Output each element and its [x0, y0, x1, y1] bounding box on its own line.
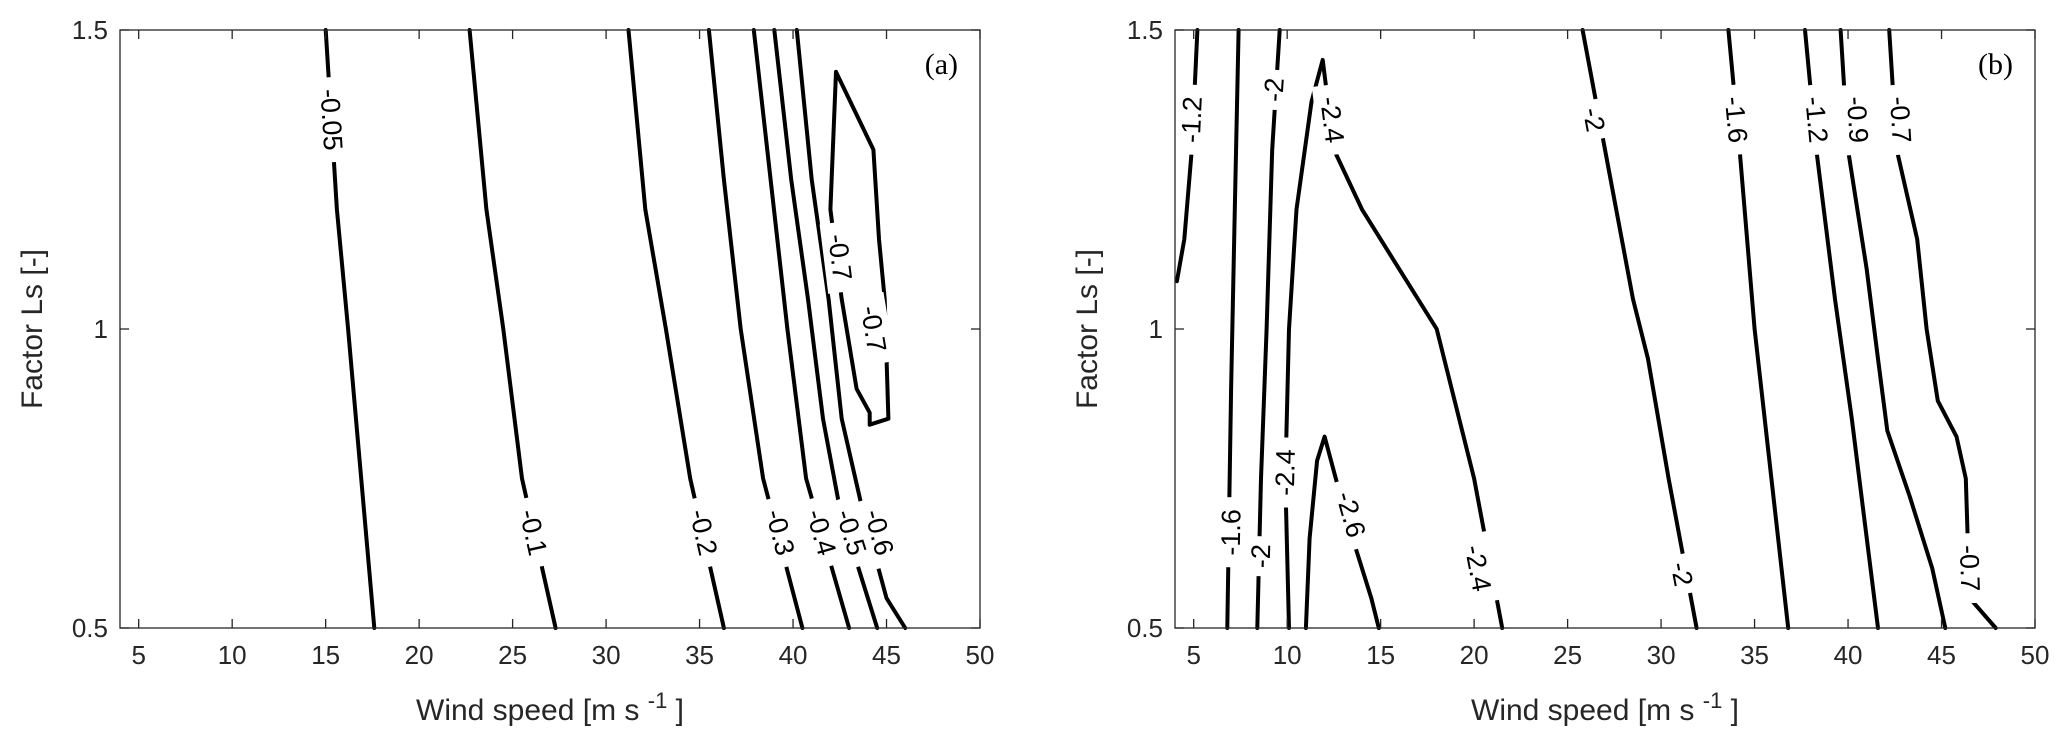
contour-label-a-1-0: -0.1 — [509, 494, 557, 570]
contour-label-b-2-1: -2 — [1244, 535, 1278, 577]
contour-label-b-1-0: -1.6 — [1214, 497, 1248, 568]
contour-label-text: -2 — [1246, 544, 1277, 569]
contour-label-b-5-1: -2 — [1662, 551, 1702, 597]
contour-label-b-9-1: -0.7 — [1952, 532, 1987, 604]
contour-label-b-5-0: -2 — [1574, 97, 1614, 143]
x-tick-label: 10 — [218, 640, 247, 670]
x-tick-label: 30 — [592, 640, 621, 670]
panel-a: -0.05-0.1 -0.2 -0.3 -0.4-0.5-0.6-0.7-0.75 10… — [16, 15, 994, 727]
contour-label-b-3-2: -2.4 — [1455, 530, 1501, 606]
x-tick-label: 50 — [2021, 640, 2050, 670]
contour-label-text: -2.6 — [1330, 488, 1371, 541]
x-axis-label: Wind speed [m s -1 ] — [1471, 688, 1739, 727]
contour-label-text: -0.7 — [822, 232, 858, 282]
x-tick-label: 35 — [685, 640, 714, 670]
x-tick-label: 10 — [1273, 640, 1302, 670]
x-tick-label: 5 — [1186, 640, 1200, 670]
contour-label-text: -1.2 — [1176, 96, 1208, 144]
contour-line-a-6 — [794, 28, 908, 630]
panel-label: (a) — [925, 48, 958, 81]
y-tick-label: 1 — [1149, 314, 1163, 344]
contour-label-text: -2 — [1258, 77, 1289, 103]
x-tick-label: 40 — [1834, 640, 1863, 670]
contour-label-b-6-0: -1.6 — [1716, 83, 1756, 157]
contour-line-b-0 — [1174, 28, 1200, 284]
contour-label-b-0-0: -1.2 — [1174, 83, 1210, 156]
contour-line-b-8 — [1838, 28, 1948, 630]
x-tick-label: 45 — [1927, 640, 1956, 670]
x-tick-label: 15 — [1366, 640, 1395, 670]
x-tick-label: 25 — [1553, 640, 1582, 670]
y-tick-label: 0.5 — [72, 613, 108, 643]
panel-label: (b) — [1978, 48, 2013, 81]
contour-label-b-3-1: -2.4 — [1311, 82, 1353, 157]
x-tick-label: 25 — [498, 640, 527, 670]
x-axis-label: Wind speed [m s -1 ] — [416, 688, 684, 727]
contour-label-text: -0.1 — [513, 506, 552, 558]
contour-label-b-2-0: -2 — [1256, 68, 1292, 111]
contour-label-text: -2 — [1577, 105, 1611, 134]
contour-label-a-7-1: -0.7 — [851, 291, 895, 367]
contour-label-b-8-0: -0.9 — [1839, 83, 1876, 156]
contour-label-a-2-0: -0.2 — [679, 494, 727, 570]
y-tick-label: 0.5 — [1127, 613, 1163, 643]
x-tick-label: 5 — [131, 640, 145, 670]
contour-label-b-7-0: -1.2 — [1797, 83, 1836, 157]
contour-label-text: -1.6 — [1216, 509, 1247, 556]
x-tick-label: 15 — [311, 640, 340, 670]
contour-label-text: -2 — [1665, 560, 1699, 589]
contour-label-b-3-0: -2.4 — [1268, 437, 1303, 508]
contour-label-text: -0.9 — [1841, 96, 1874, 144]
x-tick-label: 50 — [966, 640, 995, 670]
contour-label-text: -0.2 — [684, 506, 723, 558]
y-axis-label: Factor Ls [-] — [16, 249, 49, 409]
x-tick-label: 30 — [1647, 640, 1676, 670]
contour-label-b-9-0: -0.7 — [1882, 83, 1919, 156]
panel-b: -1.2-1.6-2-2-2.4-2.4-2.4-2.6-2-2-1.6 -1.2… — [1071, 15, 2049, 727]
contour-line-b-4 — [1303, 434, 1381, 630]
contour-label-text: -1.2 — [1799, 95, 1833, 144]
contour-label-text: -1.6 — [1719, 95, 1753, 144]
contour-label-a-0-0: -0.05 — [312, 76, 350, 164]
y-tick-label: 1.5 — [1127, 15, 1163, 45]
contour-label-a-7-0: -0.7 — [819, 220, 861, 294]
x-tick-label: 20 — [405, 640, 434, 670]
x-tick-label: 40 — [779, 640, 808, 670]
contour-label-text: -0.7 — [1884, 96, 1917, 144]
contour-label-text: -2.4 — [1314, 95, 1350, 145]
contour-label-text: -0.05 — [314, 88, 348, 151]
contour-label-text: -2.4 — [1270, 449, 1301, 496]
y-tick-label: 1.5 — [72, 15, 108, 45]
y-tick-label: 1 — [94, 314, 108, 344]
x-tick-label: 35 — [1740, 640, 1769, 670]
y-axis-label: Factor Ls [-] — [1071, 249, 1104, 409]
contour-label-text: -2.4 — [1459, 543, 1497, 594]
contour-label-b-4-0: -2.6 — [1325, 476, 1376, 553]
contour-label-text: -0.7 — [1954, 544, 1985, 591]
x-tick-label: 45 — [872, 640, 901, 670]
x-tick-label: 20 — [1460, 640, 1489, 670]
contour-label-text: -0.3 — [760, 506, 801, 559]
